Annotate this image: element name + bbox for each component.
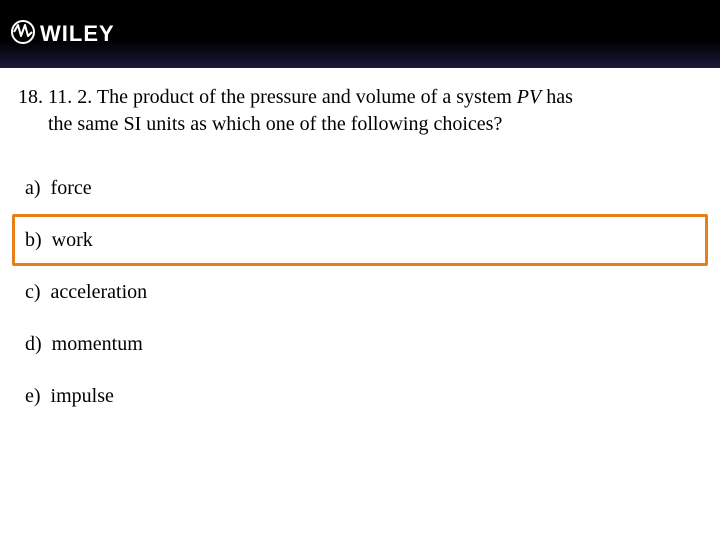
choice-letter: c): [25, 281, 41, 303]
header-bar: WILEY: [0, 0, 720, 68]
question-line1-a: 18. 11. 2. The product of the pressure a…: [18, 86, 517, 108]
content-area: 18. 11. 2. The product of the pressure a…: [0, 68, 720, 422]
choice-list: a) force b) work c) acceleration d) mome…: [18, 162, 702, 422]
brand-logo: WILEY: [10, 19, 115, 50]
choice-text: impulse: [51, 385, 114, 407]
wiley-icon: [10, 19, 36, 50]
choice-text: momentum: [52, 333, 143, 355]
question-text: 18. 11. 2. The product of the pressure a…: [18, 84, 702, 138]
question-line2: the same SI units as which one of the fo…: [18, 111, 702, 138]
question-italic-term: PV: [517, 86, 541, 108]
choice-letter: b): [25, 229, 42, 251]
choice-letter: d): [25, 333, 42, 355]
question-line1-b: has: [541, 86, 573, 108]
choice-d[interactable]: d) momentum: [18, 318, 702, 370]
choice-letter: a): [25, 177, 41, 199]
brand-text: WILEY: [40, 21, 115, 47]
choice-text: work: [52, 229, 93, 251]
choice-c[interactable]: c) acceleration: [18, 266, 702, 318]
choice-text: force: [51, 177, 92, 199]
choice-text: acceleration: [51, 281, 148, 303]
choice-letter: e): [25, 385, 41, 407]
choice-a[interactable]: a) force: [18, 162, 702, 214]
choice-e[interactable]: e) impulse: [18, 370, 702, 422]
choice-b[interactable]: b) work: [12, 214, 708, 266]
